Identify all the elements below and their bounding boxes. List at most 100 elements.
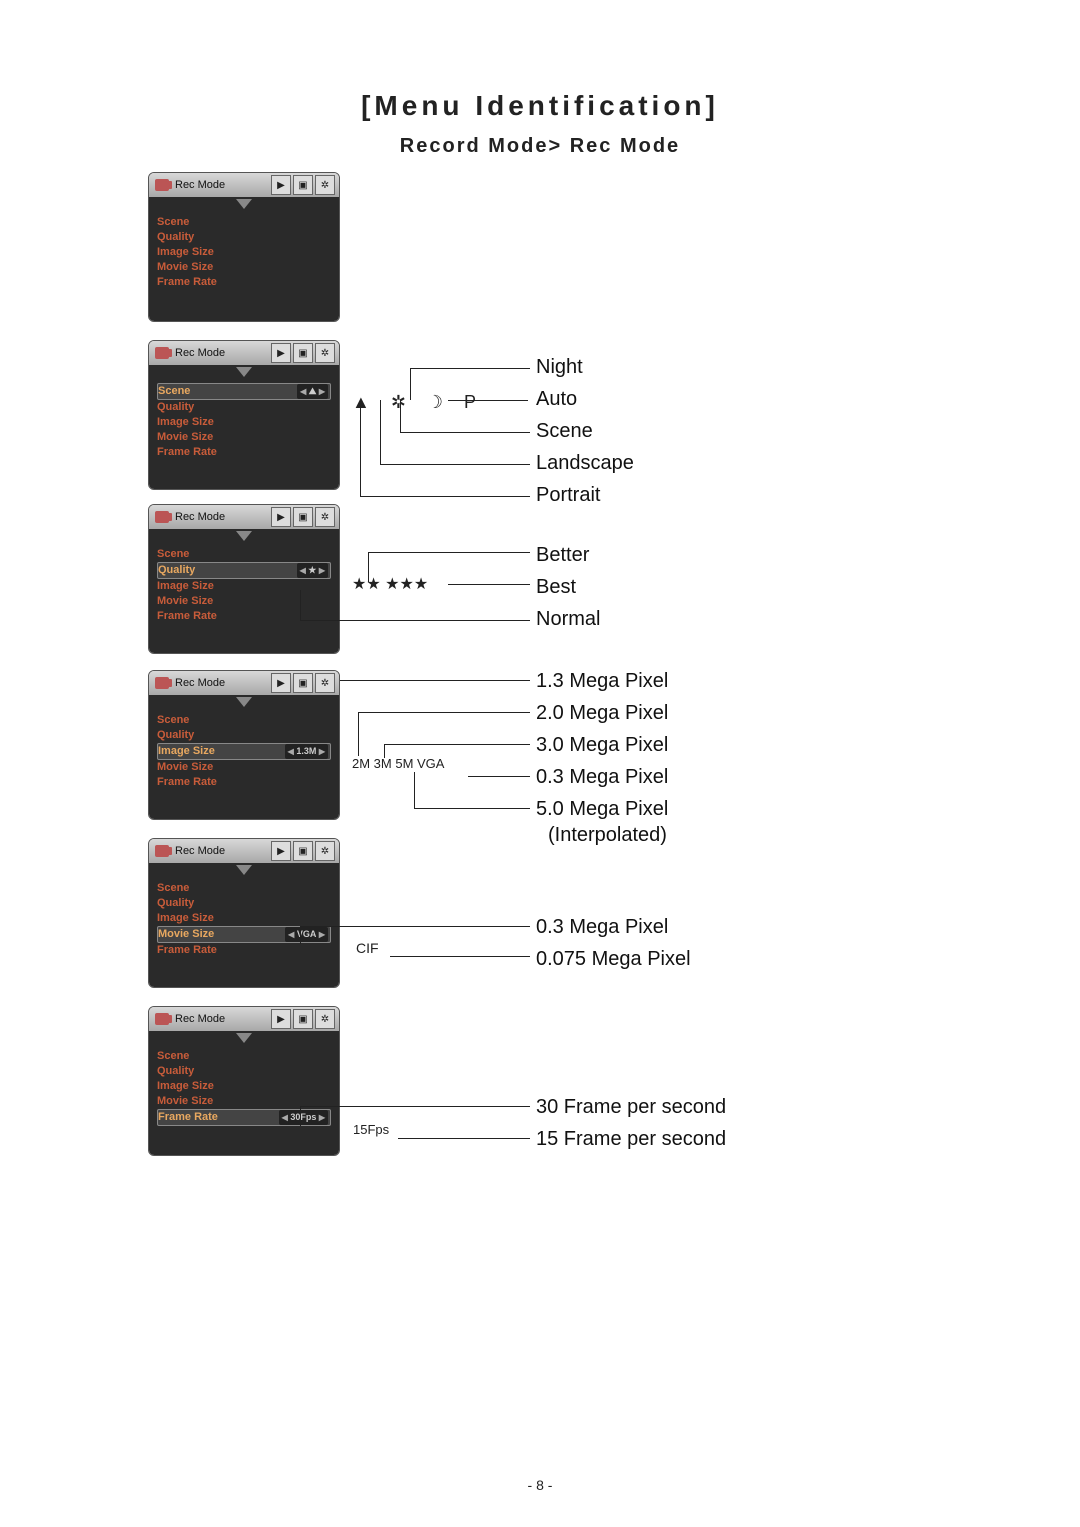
movie-size-options-strip: CIF (356, 940, 379, 956)
connector (340, 680, 530, 681)
connector (400, 432, 530, 433)
menu-item-movie-size: Movie Size (157, 760, 331, 775)
sel-value-movie-size: ◀ VGA ▶ (285, 927, 328, 942)
callout-auto: Auto (536, 388, 577, 411)
connector (368, 552, 530, 553)
camera-icon (155, 677, 169, 689)
menu-item-movie-size: Movie Size (157, 260, 331, 275)
sel-value-image-size: ◀ 1.3M ▶ (285, 744, 328, 759)
callout-0-075mp: 0.075 Mega Pixel (536, 948, 691, 971)
menu-item-movie-size-selected[interactable]: Movie Size ◀ VGA ▶ (157, 926, 331, 943)
menu-panel-3: Rec Mode ▶ ▣ ✲ Scene Quality ◀ ★ ▶ Image… (148, 504, 340, 654)
connector (368, 552, 369, 582)
setup-icon: ✲ (315, 673, 335, 693)
connector (360, 400, 361, 496)
rec-mode-label: Rec Mode (175, 511, 225, 523)
callout-normal: Normal (536, 608, 600, 631)
play-icon: ▶ (271, 1009, 291, 1029)
rec-mode-label: Rec Mode (175, 347, 225, 359)
panel-header: Rec Mode ▶ ▣ ✲ (149, 505, 339, 529)
down-arrow-icon (236, 367, 252, 377)
callout-interpolated: (Interpolated) (548, 824, 667, 847)
menu-item-scene: Scene (157, 215, 331, 230)
panel-body: Scene Quality Image Size Movie Size Fram… (149, 1031, 339, 1156)
camera-icon (155, 347, 169, 359)
menu-panel-5: Rec Mode ▶ ▣ ✲ Scene Quality Image Size … (148, 838, 340, 988)
connector (410, 368, 530, 369)
menu-item-image-size: Image Size (157, 415, 331, 430)
connector (414, 808, 530, 809)
callout-1-3mp: 1.3 Mega Pixel (536, 670, 668, 693)
menu-panel-6: Rec Mode ▶ ▣ ✲ Scene Quality Image Size … (148, 1006, 340, 1156)
playback-icon: ▣ (293, 343, 313, 363)
connector (390, 956, 530, 957)
playback-icon: ▣ (293, 1009, 313, 1029)
panel-header: Rec Mode ▶ ▣ ✲ (149, 173, 339, 197)
setup-icon: ✲ (315, 507, 335, 527)
play-icon: ▶ (271, 507, 291, 527)
menu-item-image-size-selected[interactable]: Image Size ◀ 1.3M ▶ (157, 743, 331, 760)
connector (398, 1138, 530, 1139)
tab-icons: ▶ ▣ ✲ (269, 507, 335, 527)
page-root: [Menu Identification] Record Mode> Rec M… (0, 0, 1080, 1527)
connector (384, 744, 530, 745)
panel-body: Scene ◀ ⛰ ▶ Quality Image Size Movie Siz… (149, 365, 339, 490)
tab-icons: ▶ ▣ ✲ (269, 343, 335, 363)
camera-icon (155, 179, 169, 191)
play-icon: ▶ (271, 343, 291, 363)
menu-item-frame-rate-selected[interactable]: Frame Rate ◀ 30Fps ▶ (157, 1109, 331, 1126)
panel-body: Scene Quality ◀ ★ ▶ Image Size Movie Siz… (149, 529, 339, 654)
callout-15fps: 15 Frame per second (536, 1128, 726, 1151)
callout-scene: Scene (536, 420, 593, 443)
menu-item-scene: Scene (157, 881, 331, 896)
connector (380, 464, 530, 465)
menu-item-frame-rate: Frame Rate (157, 275, 331, 290)
setup-icon: ✲ (315, 1009, 335, 1029)
menu-item-quality: Quality (157, 400, 331, 415)
rec-mode-label: Rec Mode (175, 179, 225, 191)
panel-body: Scene Quality Image Size Movie Size Fram… (149, 197, 339, 322)
connector (358, 712, 530, 713)
menu-panel-4: Rec Mode ▶ ▣ ✲ Scene Quality Image Size … (148, 670, 340, 820)
callout-landscape: Landscape (536, 452, 634, 475)
frame-rate-options-strip: 15Fps (353, 1122, 389, 1137)
connector (400, 400, 401, 432)
rec-mode-label: Rec Mode (175, 845, 225, 857)
tab-icons: ▶ ▣ ✲ (269, 841, 335, 861)
callout-best: Best (536, 576, 576, 599)
connector (448, 400, 528, 401)
quality-options-strip: ★★ ★★★ (352, 574, 428, 594)
down-arrow-icon (236, 531, 252, 541)
menu-item-image-size: Image Size (157, 245, 331, 260)
down-arrow-icon (236, 865, 252, 875)
page-title: [Menu Identification] (0, 90, 1080, 122)
connector (300, 926, 301, 944)
playback-icon: ▣ (293, 841, 313, 861)
sel-value-frame-rate: ◀ 30Fps ▶ (279, 1110, 328, 1125)
connector (300, 1106, 530, 1107)
menu-item-image-size: Image Size (157, 1079, 331, 1094)
tab-icons: ▶ ▣ ✲ (269, 673, 335, 693)
menu-item-scene-selected[interactable]: Scene ◀ ⛰ ▶ (157, 383, 331, 400)
connector (300, 590, 301, 620)
connector (360, 496, 530, 497)
connector (448, 584, 530, 585)
play-icon: ▶ (271, 175, 291, 195)
menu-item-quality-selected[interactable]: Quality ◀ ★ ▶ (157, 562, 331, 579)
camera-icon (155, 1013, 169, 1025)
setup-icon: ✲ (315, 175, 335, 195)
connector (468, 776, 530, 777)
menu-item-movie-size: Movie Size (157, 430, 331, 445)
callout-0-3mp: 0.3 Mega Pixel (536, 766, 668, 789)
scene-options-strip: ▲ ✲ ☽ P (352, 392, 484, 413)
menu-item-scene: Scene (157, 713, 331, 728)
callout-portrait: Portrait (536, 484, 600, 507)
connector (410, 368, 411, 400)
panel-body: Scene Quality Image Size ◀ 1.3M ▶ Movie … (149, 695, 339, 820)
page-subtitle: Record Mode> Rec Mode (0, 135, 1080, 158)
menu-item-quality: Quality (157, 1064, 331, 1079)
camera-icon (155, 845, 169, 857)
callout-0-3mp-movie: 0.3 Mega Pixel (536, 916, 668, 939)
connector (414, 772, 415, 808)
play-icon: ▶ (271, 841, 291, 861)
